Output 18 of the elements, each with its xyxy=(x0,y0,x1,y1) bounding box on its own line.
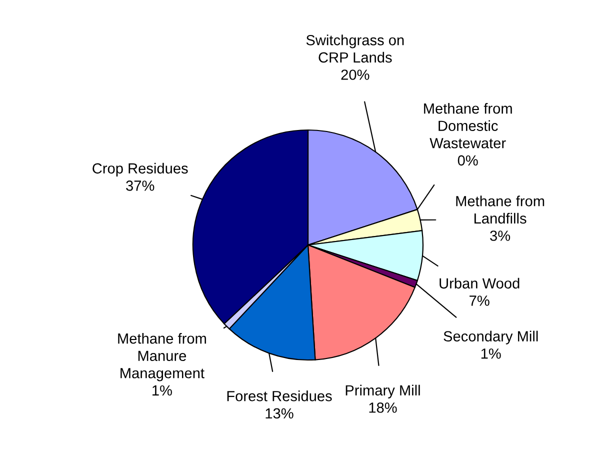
data-label: 7% xyxy=(470,296,490,306)
data-label: 1% xyxy=(481,348,501,359)
data-label: 1% xyxy=(152,385,172,396)
text: 0% xyxy=(458,155,478,166)
data-label: 3% xyxy=(490,230,510,241)
legend-label: Methane from Landfills xyxy=(456,196,544,224)
slice-label: Forest Residues xyxy=(227,390,332,402)
category-label: Methane from Domestic Wastewater xyxy=(424,103,512,148)
slice-label: Primary Mill xyxy=(346,384,420,398)
data-label: 13% xyxy=(266,408,294,419)
data-label: 20% xyxy=(341,70,370,80)
slice-label: Urban Wood xyxy=(440,278,520,289)
slice-label: Crop Residues xyxy=(92,162,188,176)
slice-label: Switchgrass on CRP Lands xyxy=(306,34,404,63)
data-label: 37% xyxy=(126,180,154,191)
data-label: 18% xyxy=(369,402,397,413)
slice-label: Secondary Mill xyxy=(444,330,538,344)
slice-label: Methane from Manure Management xyxy=(118,333,206,382)
